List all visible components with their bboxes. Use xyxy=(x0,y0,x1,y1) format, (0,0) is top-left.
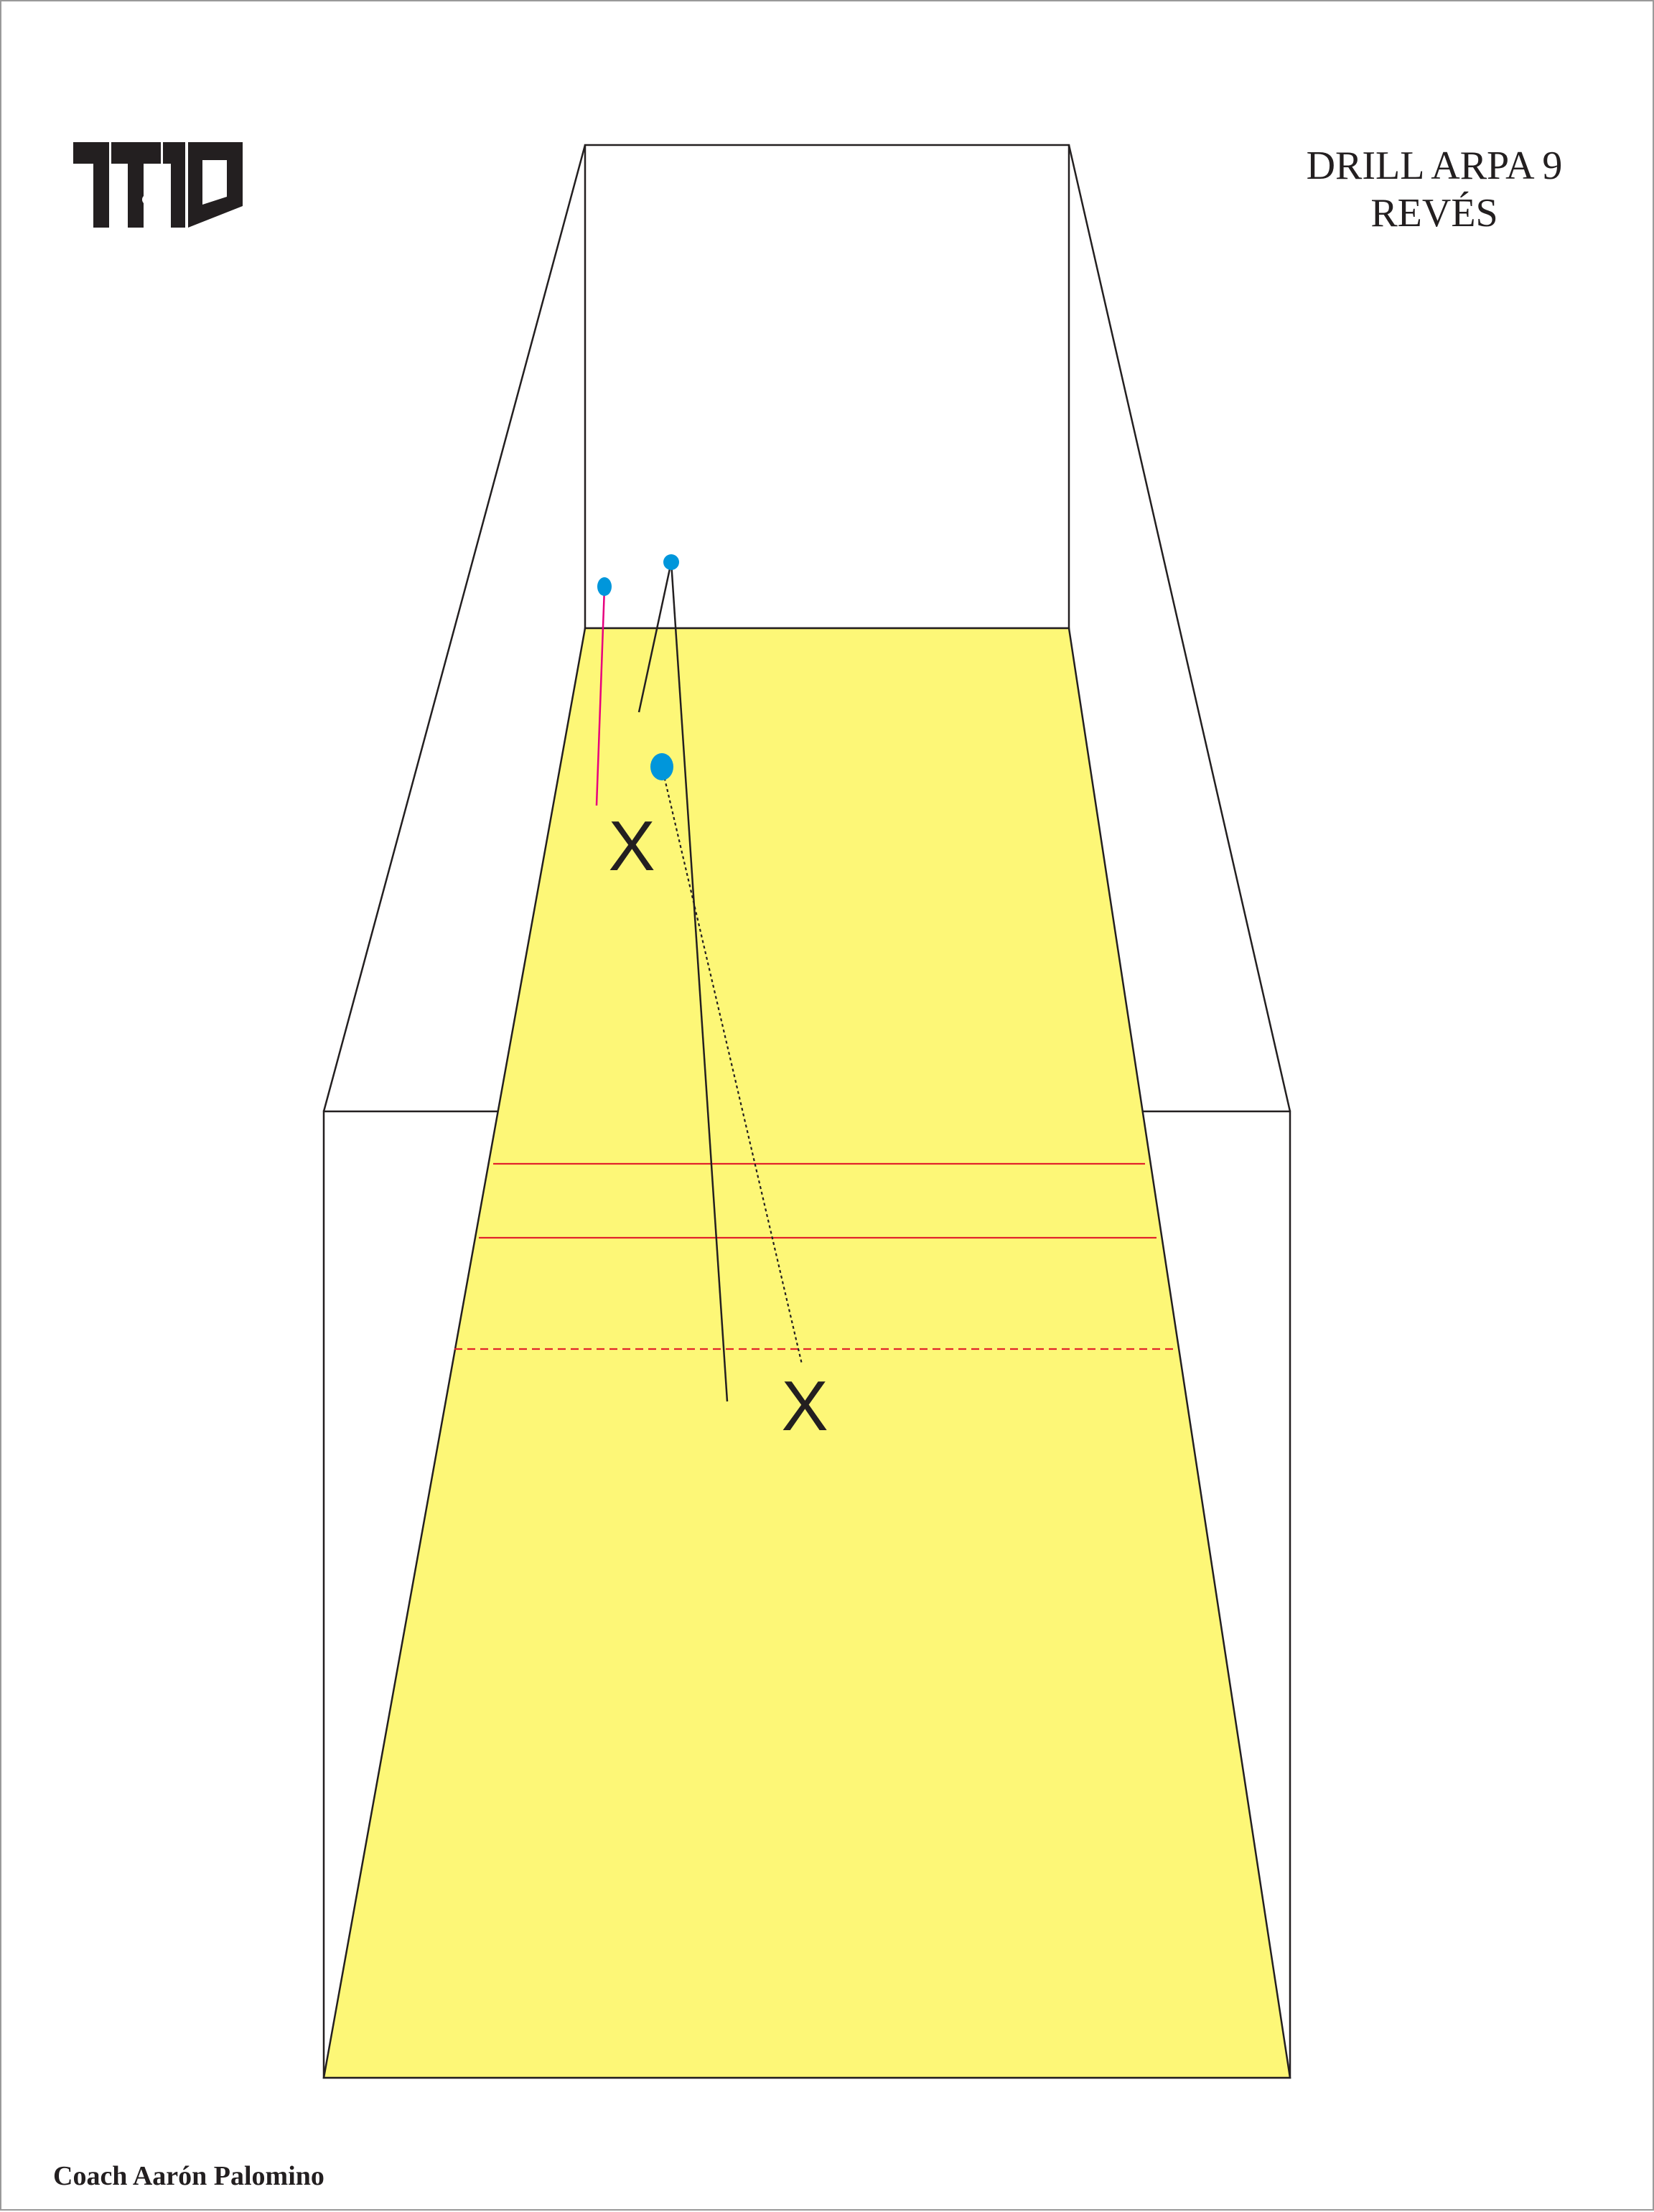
ball-path-short xyxy=(637,561,673,713)
court-floor xyxy=(322,627,1291,2079)
drill-title-line1: DRILL ARPA 9 xyxy=(1306,144,1563,188)
balls xyxy=(597,554,679,780)
left-top-edge xyxy=(322,144,587,1112)
drill-title-line2: REVÉS xyxy=(1370,191,1498,235)
ball-path-dotted xyxy=(660,766,803,1365)
ball-2 xyxy=(663,554,679,570)
ball-path-long xyxy=(670,561,729,1402)
ball-1 xyxy=(597,577,612,596)
court-lines xyxy=(454,1162,1178,1350)
player-front: X xyxy=(608,806,655,885)
ball-3 xyxy=(650,753,673,780)
coach-credit: Coach Aarón Palomino xyxy=(53,2161,324,2191)
logo-1t1d xyxy=(73,142,243,228)
shot-paths xyxy=(595,561,803,1402)
player-back: X xyxy=(781,1366,828,1445)
drill-title: DRILL ARPA 9 REVÉS xyxy=(1269,142,1599,237)
pink-path xyxy=(595,587,606,806)
right-top-edge xyxy=(1067,144,1291,1112)
front-wall xyxy=(584,144,1070,630)
